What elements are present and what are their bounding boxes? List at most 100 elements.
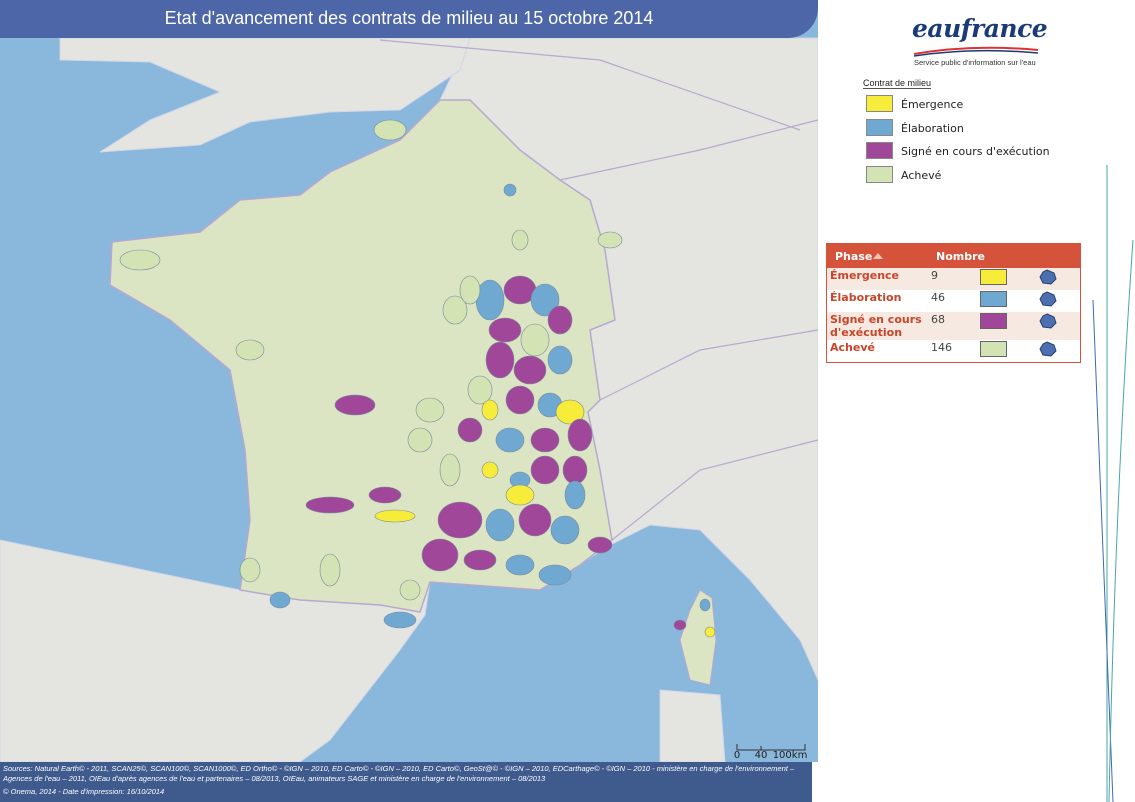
contract-area	[567, 418, 593, 452]
contract-area	[481, 461, 499, 479]
contract-area	[520, 323, 550, 357]
contract-area	[374, 509, 416, 523]
contract-area	[495, 427, 525, 453]
contract-area	[704, 626, 716, 638]
contract-area	[485, 508, 515, 542]
legend-label: Achevé	[901, 168, 942, 182]
swatch-cell	[977, 290, 1037, 312]
count-cell: 68	[928, 312, 977, 340]
contract-area	[555, 399, 585, 425]
contract-area	[305, 496, 355, 514]
swatch-cell	[977, 340, 1037, 363]
count-cell: 9	[928, 268, 977, 290]
france-icon	[1039, 341, 1057, 357]
france-icon	[1039, 269, 1057, 285]
contract-area	[485, 341, 515, 379]
column-header[interactable]: Nombre	[928, 243, 1081, 268]
legend-swatch	[866, 165, 893, 183]
contract-area	[597, 231, 623, 249]
border-line	[599, 329, 818, 401]
map-title: Etat d'avancement des contrats de milieu…	[0, 0, 818, 38]
scale-bar: 0 40 100km	[734, 744, 807, 760]
swoosh-red	[913, 46, 1039, 55]
legend-label: Signé en cours d'exécution	[901, 145, 1050, 158]
table-row: Achevé 146	[827, 340, 1081, 363]
contract-area	[488, 317, 522, 343]
zoom-cell	[1036, 268, 1081, 290]
table-header: Phase Nombre	[826, 243, 1081, 268]
france	[109, 99, 616, 613]
zoom-icon[interactable]	[1039, 291, 1057, 307]
decoration	[1092, 165, 1134, 802]
contract-area	[463, 549, 497, 571]
zoom-cell	[1036, 290, 1080, 312]
contract-area	[415, 397, 445, 423]
column-label: Nombre	[936, 249, 985, 263]
contract-area	[383, 611, 417, 629]
legend-swatch	[866, 142, 893, 159]
sort-icon	[873, 252, 884, 259]
contract-area	[481, 399, 499, 421]
logo-tagline: Service public d'information sur l'eau	[914, 58, 1036, 67]
border-line	[379, 39, 801, 131]
legend-swatch	[866, 95, 893, 112]
zoom-cell	[1036, 340, 1080, 363]
contract-area	[538, 564, 572, 586]
swatch-cell	[976, 312, 1037, 340]
contract-area	[334, 394, 376, 416]
footer: Sources: Natural Earth© - 2011, SCAN25©,…	[0, 762, 812, 802]
logo-swoosh	[913, 46, 1039, 57]
logo: eaufrance	[912, 14, 1048, 43]
contract-area	[673, 619, 687, 631]
border-line	[611, 439, 818, 541]
contract-area	[530, 455, 560, 485]
contract-area	[547, 345, 573, 375]
map	[0, 0, 818, 762]
count-cell: 146	[931, 341, 952, 354]
table-swatch	[979, 291, 1007, 307]
contract-area	[503, 183, 517, 197]
deco-line	[1108, 239, 1134, 802]
table-swatch	[979, 313, 1007, 329]
contract-area	[505, 385, 535, 415]
contract-area	[587, 536, 613, 554]
credit: © Onema, 2014 - Date d'impression: 16/10…	[3, 787, 165, 796]
phase-cell: Élaboration	[830, 291, 902, 304]
legend-swatch	[866, 118, 893, 136]
count-cell: 46	[931, 291, 945, 304]
france-icon	[1039, 313, 1057, 329]
contract-area	[562, 455, 588, 485]
contract-area	[505, 554, 535, 576]
contract-area	[421, 538, 459, 572]
table-swatch	[979, 341, 1007, 357]
border-line	[559, 119, 818, 181]
zoom-icon[interactable]	[1039, 341, 1057, 357]
land	[59, 37, 471, 153]
contract-area	[373, 119, 407, 141]
contract-area	[437, 501, 483, 539]
land	[659, 689, 726, 762]
contract-area	[511, 229, 529, 251]
legend-label: Élaboration	[901, 121, 964, 135]
table-row: Élaboration 46	[827, 290, 1081, 312]
swatch-cell	[976, 268, 1037, 290]
zoom-icon[interactable]	[1039, 269, 1057, 285]
column-header[interactable]: Phase	[826, 243, 928, 268]
contract-area	[699, 598, 711, 612]
sort-arrow	[873, 252, 884, 259]
contract-area	[399, 579, 421, 601]
scale-label: 40	[755, 750, 768, 760]
phase-table: Phase Nombre Émergence 9 Élaboration 46 Sign…	[826, 243, 1081, 363]
contract-area	[550, 515, 580, 545]
column-label: Phase	[835, 249, 873, 263]
contract-area	[457, 417, 483, 443]
contract-area	[530, 283, 560, 317]
zoom-icon[interactable]	[1039, 313, 1057, 329]
contract-area	[235, 339, 265, 361]
phase-cell: Émergence	[826, 268, 928, 290]
contract-area	[547, 305, 573, 335]
scale-line	[736, 744, 806, 751]
contract-area	[442, 295, 468, 325]
contract-area	[467, 375, 493, 405]
